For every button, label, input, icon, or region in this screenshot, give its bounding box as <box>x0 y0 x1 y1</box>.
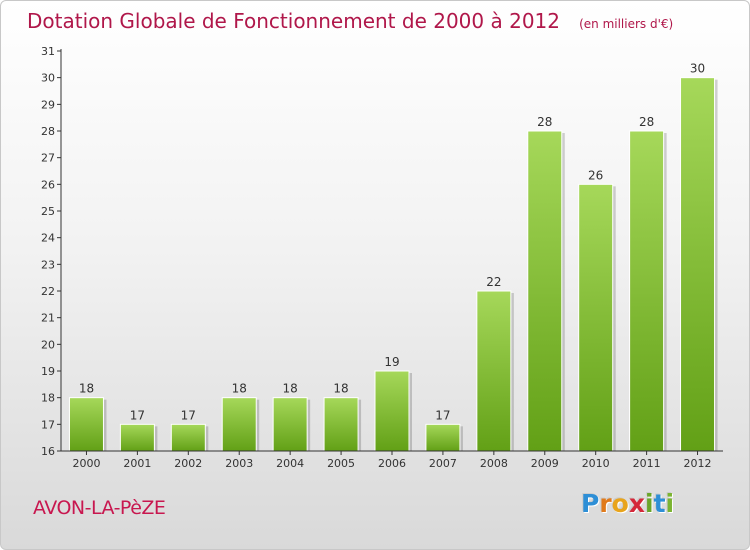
x-tick-label: 2003 <box>225 457 253 470</box>
bar-2010 <box>578 183 614 452</box>
x-tick-label: 2012 <box>684 457 712 470</box>
proxiti-logo[interactable]: Proxiti <box>581 489 674 518</box>
bar-2008 <box>476 290 512 452</box>
commune-name: AVON-LA-PèZE <box>33 497 166 519</box>
logo-letter: i <box>665 489 675 518</box>
y-tick-label: 19 <box>41 365 55 378</box>
chart-title: Dotation Globale de Fonctionnement de 20… <box>27 9 560 33</box>
bar-2001 <box>119 423 155 452</box>
data-label: 22 <box>486 275 501 289</box>
logo-letter: i <box>645 489 654 518</box>
x-tick-label: 2009 <box>531 457 559 470</box>
x-tick-label: 2002 <box>174 457 202 470</box>
x-tick-label: 2005 <box>327 457 355 470</box>
data-label: 28 <box>639 115 654 129</box>
x-tick-label: 2007 <box>429 457 457 470</box>
y-tick-label: 26 <box>41 178 55 191</box>
x-tick-label: 2004 <box>276 457 304 470</box>
bar-2003 <box>221 397 257 452</box>
chart-subtitle: (en milliers d'€) <box>579 17 674 31</box>
data-label: 30 <box>690 62 705 76</box>
bar-2009 <box>527 130 563 452</box>
y-tick-label: 22 <box>41 285 55 298</box>
x-tick-label: 2001 <box>123 457 151 470</box>
bar-2005 <box>323 397 359 452</box>
data-label: 18 <box>232 382 247 396</box>
y-tick-label: 16 <box>41 445 55 458</box>
y-tick-label: 27 <box>41 152 55 165</box>
x-tick-label: 2008 <box>480 457 508 470</box>
x-tick-label: 2011 <box>633 457 661 470</box>
data-label: 18 <box>79 382 94 396</box>
x-tick-label: 2000 <box>72 457 100 470</box>
y-tick-label: 20 <box>41 338 55 351</box>
y-tick-label: 21 <box>41 312 55 325</box>
y-tick-label: 24 <box>41 232 55 245</box>
y-tick-label: 17 <box>41 418 55 431</box>
y-tick-label: 18 <box>41 392 55 405</box>
logo-letter: x <box>628 489 645 518</box>
y-tick-label: 30 <box>41 72 55 85</box>
logo-letter: t <box>653 489 666 518</box>
bar-2000 <box>68 397 104 452</box>
data-label: 18 <box>283 382 298 396</box>
data-label: 26 <box>588 168 603 182</box>
data-label: 19 <box>384 355 399 369</box>
y-tick-label: 31 <box>41 45 55 58</box>
data-label: 28 <box>537 115 552 129</box>
bar-2007 <box>425 423 461 452</box>
logo-letter: r <box>599 489 612 518</box>
bar-2012 <box>680 77 716 452</box>
bar-2006 <box>374 370 410 452</box>
bar-2002 <box>170 423 206 452</box>
data-label: 17 <box>130 408 145 422</box>
title-row: Dotation Globale de Fonctionnement de 20… <box>27 9 673 33</box>
x-tick-label: 2006 <box>378 457 406 470</box>
data-label: 17 <box>181 408 196 422</box>
bar-2011 <box>629 130 665 452</box>
y-tick-label: 29 <box>41 98 55 111</box>
x-tick-label: 2010 <box>582 457 610 470</box>
logo-letter: o <box>611 489 629 518</box>
bar-2004 <box>272 397 308 452</box>
y-tick-label: 25 <box>41 205 55 218</box>
logo-letter: P <box>581 489 600 518</box>
data-label: 18 <box>333 382 348 396</box>
y-tick-label: 28 <box>41 125 55 138</box>
data-label: 17 <box>435 408 450 422</box>
y-tick-label: 23 <box>41 258 55 271</box>
